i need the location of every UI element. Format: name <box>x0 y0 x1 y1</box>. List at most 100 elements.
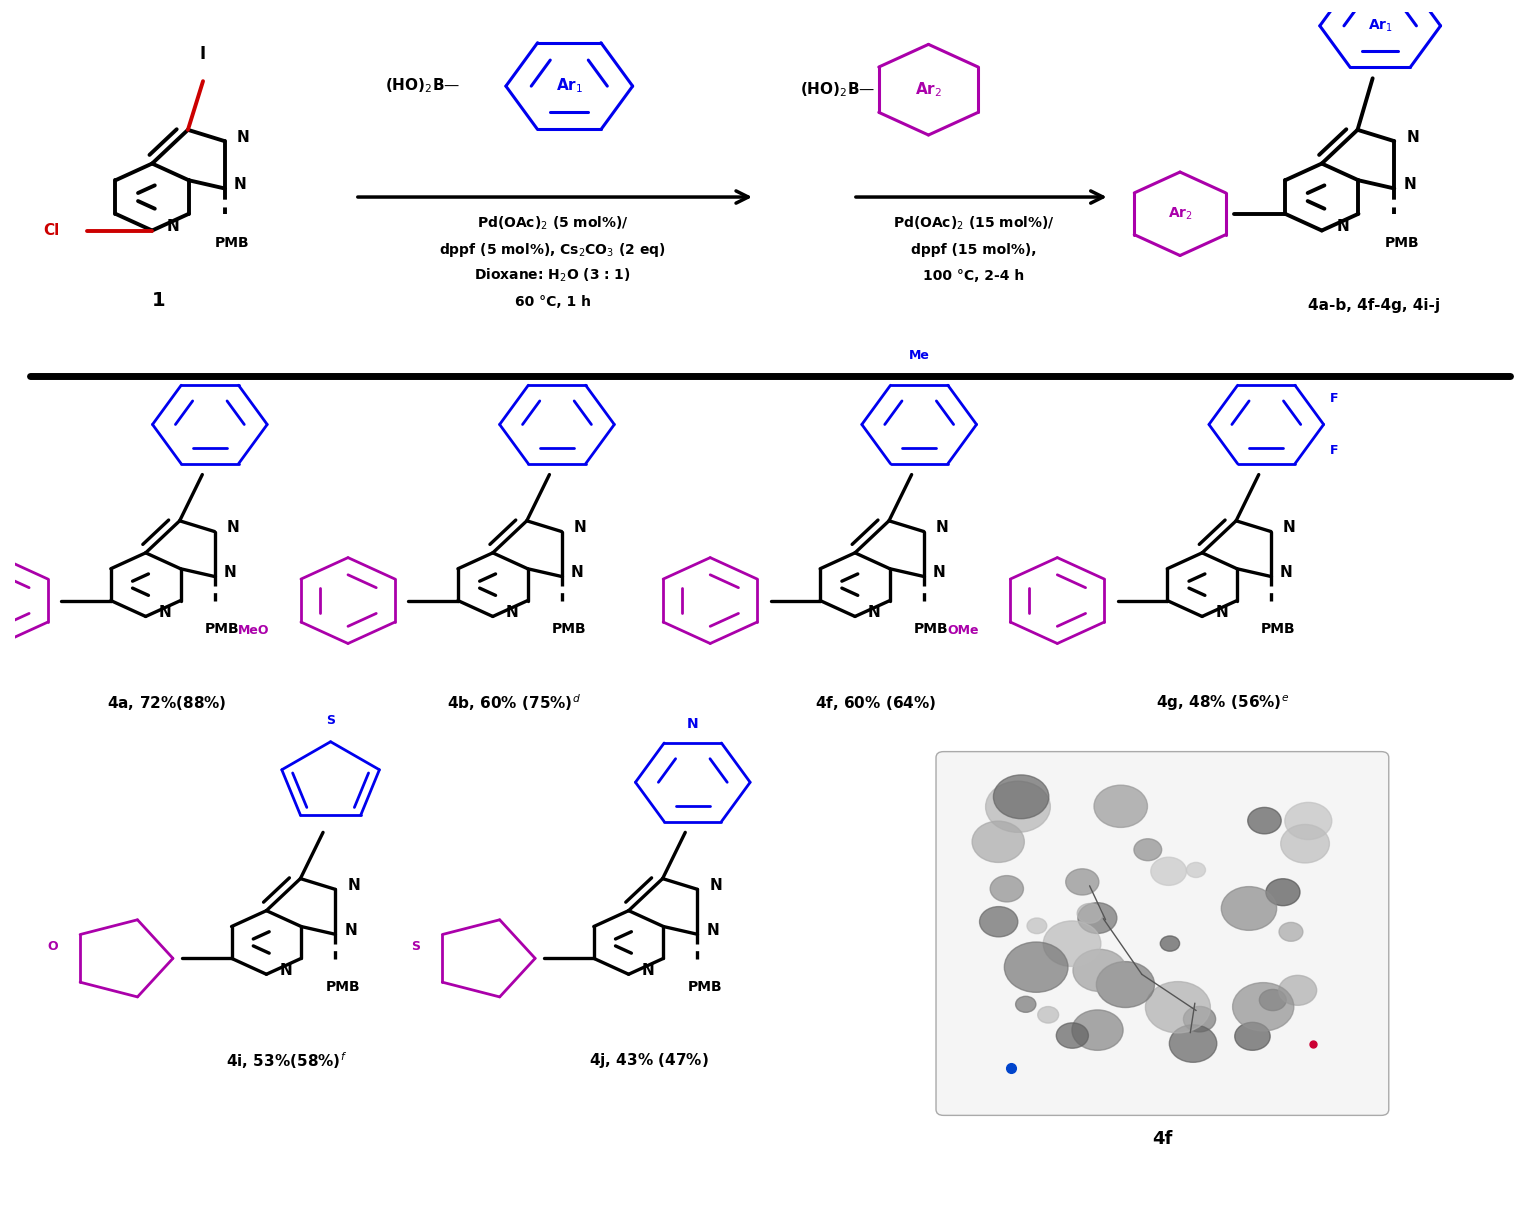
Text: PMB: PMB <box>1384 236 1418 249</box>
Text: N: N <box>687 717 699 731</box>
Text: N: N <box>1406 130 1418 145</box>
Text: Pd(OAc)$_2$ (15 mol%)/: Pd(OAc)$_2$ (15 mol%)/ <box>893 214 1055 232</box>
Circle shape <box>1232 982 1294 1031</box>
Text: N: N <box>159 605 171 621</box>
Text: Ar$_1$: Ar$_1$ <box>556 77 582 95</box>
Text: $\mathbf{4a}$, 72%(88%): $\mathbf{4a}$, 72%(88%) <box>106 694 226 712</box>
Circle shape <box>1093 785 1147 828</box>
Text: N: N <box>936 521 949 535</box>
Text: N: N <box>1215 605 1227 621</box>
Text: 1: 1 <box>152 291 166 309</box>
Text: PMB: PMB <box>1261 622 1295 636</box>
Text: PMB: PMB <box>325 980 360 994</box>
Text: N: N <box>505 605 519 621</box>
Text: N: N <box>234 178 246 192</box>
Text: 4f: 4f <box>1152 1131 1172 1148</box>
Circle shape <box>1278 975 1317 1005</box>
Text: N: N <box>166 219 180 234</box>
Circle shape <box>1280 922 1303 941</box>
Text: N: N <box>642 963 654 978</box>
Text: N: N <box>707 924 719 938</box>
Circle shape <box>1247 807 1281 834</box>
Circle shape <box>990 875 1024 902</box>
Text: N: N <box>1337 219 1349 234</box>
Circle shape <box>986 781 1050 832</box>
Circle shape <box>1146 982 1210 1033</box>
Circle shape <box>1183 1006 1215 1032</box>
Circle shape <box>979 907 1018 937</box>
Circle shape <box>1038 1006 1058 1023</box>
Circle shape <box>1133 839 1161 860</box>
Text: N: N <box>1280 566 1292 581</box>
Circle shape <box>1043 921 1101 966</box>
Circle shape <box>1169 1025 1217 1062</box>
Text: N: N <box>933 566 946 581</box>
Text: N: N <box>1403 178 1417 192</box>
Text: $\mathbf{4b}$, 60% (75%)$^d$: $\mathbf{4b}$, 60% (75%)$^d$ <box>447 692 581 713</box>
Text: Cl: Cl <box>43 223 60 239</box>
Text: 100 °C, 2-4 h: 100 °C, 2-4 h <box>922 269 1024 282</box>
Text: N: N <box>348 879 360 893</box>
Text: F: F <box>1329 392 1338 405</box>
Text: N: N <box>574 521 587 535</box>
Text: $\mathbf{4i}$, 53%(58%)$^f$: $\mathbf{4i}$, 53%(58%)$^f$ <box>226 1050 348 1071</box>
Text: $\mathbf{4g}$, 48% (56%)$^e$: $\mathbf{4g}$, 48% (56%)$^e$ <box>1157 694 1289 713</box>
Circle shape <box>1073 949 1126 992</box>
Circle shape <box>1160 936 1180 952</box>
Circle shape <box>1221 887 1277 930</box>
Circle shape <box>1004 942 1069 992</box>
Text: $\mathbf{4f}$, 60% (64%): $\mathbf{4f}$, 60% (64%) <box>815 694 936 712</box>
Circle shape <box>1235 1022 1270 1050</box>
Circle shape <box>1015 997 1036 1013</box>
Text: S: S <box>326 714 336 728</box>
Text: Ar$_1$: Ar$_1$ <box>1368 17 1392 34</box>
Circle shape <box>1281 824 1329 863</box>
Circle shape <box>1078 903 1116 933</box>
Text: N: N <box>710 879 722 893</box>
Text: N: N <box>1283 521 1295 535</box>
Circle shape <box>1027 918 1047 933</box>
Text: 4a-b, 4f-4g, 4i-j: 4a-b, 4f-4g, 4i-j <box>1307 298 1440 313</box>
Circle shape <box>1150 857 1186 886</box>
Circle shape <box>1066 869 1100 894</box>
Text: dppf (5 mol%), Cs$_2$CO$_3$ (2 eq): dppf (5 mol%), Cs$_2$CO$_3$ (2 eq) <box>439 241 665 258</box>
Text: OMe: OMe <box>947 624 979 636</box>
Circle shape <box>993 775 1049 819</box>
Circle shape <box>1284 802 1332 840</box>
Text: S: S <box>411 940 420 953</box>
Text: Pd(OAc)$_2$ (5 mol%)/: Pd(OAc)$_2$ (5 mol%)/ <box>477 214 628 232</box>
Text: dppf (15 mol%),: dppf (15 mol%), <box>912 242 1036 257</box>
Text: Ar$_2$: Ar$_2$ <box>1167 206 1192 221</box>
Text: N: N <box>237 130 249 145</box>
Circle shape <box>972 821 1024 863</box>
Circle shape <box>1266 879 1300 905</box>
Text: PMB: PMB <box>688 980 722 994</box>
Text: N: N <box>571 566 584 581</box>
Text: PMB: PMB <box>915 622 949 636</box>
Text: N: N <box>279 963 293 978</box>
Text: Me: Me <box>909 349 930 363</box>
Text: I: I <box>200 45 206 63</box>
Text: N: N <box>869 605 881 621</box>
Circle shape <box>1096 961 1155 1008</box>
Text: O: O <box>48 940 59 953</box>
FancyBboxPatch shape <box>936 752 1389 1115</box>
Text: MeO: MeO <box>239 624 270 636</box>
Circle shape <box>1076 903 1103 924</box>
Text: (HO)$_2$B—: (HO)$_2$B— <box>385 77 460 95</box>
Text: PMB: PMB <box>551 622 587 636</box>
Text: Dioxane: H$_2$O (3 : 1): Dioxane: H$_2$O (3 : 1) <box>474 267 631 285</box>
Text: 60 °C, 1 h: 60 °C, 1 h <box>514 295 591 309</box>
Text: Ar$_2$: Ar$_2$ <box>915 80 942 99</box>
Text: (HO)$_2$B—: (HO)$_2$B— <box>801 80 876 99</box>
Text: PMB: PMB <box>205 622 239 636</box>
Circle shape <box>1260 989 1286 1010</box>
Text: N: N <box>345 924 357 938</box>
Circle shape <box>1056 1022 1089 1048</box>
Text: N: N <box>223 566 236 581</box>
Text: PMB: PMB <box>216 236 249 249</box>
Circle shape <box>1072 1010 1123 1050</box>
Text: F: F <box>1329 444 1338 458</box>
Text: $\mathbf{4j}$, 43% (47%): $\mathbf{4j}$, 43% (47%) <box>590 1051 710 1070</box>
Text: N: N <box>226 521 239 535</box>
